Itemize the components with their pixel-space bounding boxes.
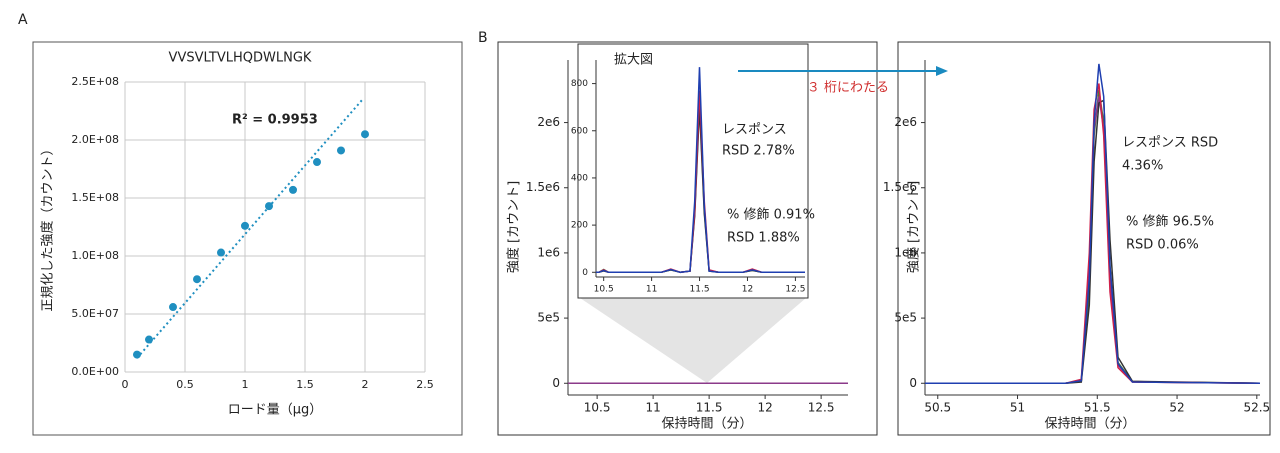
panel-label: A [18, 12, 28, 28]
y-tick-label: 5e5 [894, 311, 917, 325]
y-tick-label: 1.0E+08 [71, 249, 119, 262]
y-tick-label: 5e5 [537, 311, 560, 325]
trace-line [925, 89, 1261, 385]
zoom-funnel [580, 298, 806, 383]
data-point [145, 335, 153, 344]
trendline [136, 98, 364, 359]
y-tick-label: 1.5E+08 [71, 191, 119, 204]
x-tick-label: 11.5 [690, 285, 710, 295]
data-point [241, 221, 249, 230]
arrow-label: ３ 桁にわたる [807, 81, 889, 96]
data-point [361, 130, 369, 139]
x-tick-label: 11 [645, 401, 660, 415]
x-tick-label: 11 [646, 285, 657, 295]
x-tick-label: 51.5 [1084, 401, 1111, 415]
y-tick-label: 1e6 [537, 245, 560, 259]
x-tick-label: 12.5 [785, 285, 805, 295]
panel-b-inset: 拡大図 0 200 400 600 800 10.5 11 11.5 12 12.5 レスポンス RSD… [571, 43, 815, 299]
x-tick-label: 2 [362, 378, 369, 391]
trace-line [925, 63, 1261, 385]
y-tick-label: 2e6 [894, 115, 917, 129]
arrow: ３ 桁にわたる [738, 66, 948, 96]
x-tick-label: 52.5 [1243, 401, 1270, 415]
y-tick-label: 800 [571, 79, 588, 89]
panel-frame [32, 41, 463, 436]
data-point [193, 275, 201, 284]
x-tick-label: 51 [1010, 401, 1025, 415]
y-tick-label: 2.0E+08 [71, 133, 119, 146]
panel-b-main: B 0 5e5 1e6 1.5e6 2e6 10.5 11 11.5 12 12.5 保持時間（分） 強… [478, 30, 878, 436]
data-point [313, 158, 321, 167]
annotation: % 修飾 0.91% [727, 208, 815, 223]
annotation: % 修飾 96.5% [1126, 215, 1214, 230]
annotation: RSD 1.88% [727, 231, 800, 246]
y-tick-label: 0.0E+00 [71, 365, 119, 378]
panel-frame [577, 43, 809, 299]
x-tick-label: 12 [757, 401, 772, 415]
y-axis-label: 正規化した強度（カウント） [40, 142, 56, 311]
annotation: 4.36% [1122, 159, 1163, 174]
y-tick-label: 2.5E+08 [71, 75, 119, 88]
x-tick-label: 52 [1169, 401, 1184, 415]
annotation: RSD 2.78% [722, 144, 795, 159]
chart-title: VVSVLTVLHQDWLNGK [169, 51, 312, 66]
x-tick-label: 10.5 [594, 285, 614, 295]
annotation: R² = 0.9953 [232, 113, 318, 128]
y-tick-label: 600 [571, 126, 588, 136]
x-tick-label: 1.5 [296, 378, 314, 391]
y-axis-label: 強度 [カウント] [506, 181, 522, 273]
x-tick-label: 12.5 [808, 401, 835, 415]
y-tick-label: 2e6 [537, 115, 560, 129]
y-tick-label: 0 [552, 376, 560, 390]
chart-title: 拡大図 [614, 53, 653, 68]
panel-a: A VVSVLTVLHQDWLNGK 0.0E+00 5.0E+07 1.0E+08 1.… [18, 12, 463, 436]
y-tick-label: 0 [582, 268, 588, 278]
x-axis-label: 保持時間（分） [661, 417, 752, 432]
panel-frame [897, 41, 1271, 436]
y-tick-label: 1.5e6 [526, 180, 560, 194]
x-tick-label: 0 [122, 378, 129, 391]
y-tick-label: 200 [571, 221, 588, 231]
panel-frame [497, 41, 878, 436]
annotation: レスポンス RSD [1122, 136, 1218, 151]
trace-line [596, 67, 805, 274]
x-tick-label: 1 [242, 378, 249, 391]
arrow-head [936, 66, 948, 76]
annotation: RSD 0.06% [1126, 238, 1199, 253]
x-tick-label: 50.5 [924, 401, 951, 415]
x-tick-label: 10.5 [584, 401, 611, 415]
y-tick-label: 5.0E+07 [71, 307, 119, 320]
data-point [265, 202, 273, 211]
x-axis-label: ロード量（µg） [228, 403, 323, 418]
y-tick-label: 0 [909, 376, 917, 390]
panel-b-right: 0 5e5 1e6 1.5e6 2e6 50.5 51 51.5 52 52.5 保持時間（分） 強度… [883, 41, 1271, 436]
data-point [169, 303, 177, 312]
y-tick-label: 1e6 [894, 245, 917, 259]
trace-line [925, 83, 1261, 385]
x-axis-label: 保持時間（分） [1044, 417, 1135, 432]
x-tick-label: 11.5 [696, 401, 723, 415]
data-point [217, 248, 225, 257]
x-tick-label: 0.5 [176, 378, 194, 391]
annotation: レスポンス [722, 123, 787, 138]
y-tick-label: 1.5e6 [883, 180, 917, 194]
trace-line [925, 99, 1261, 385]
x-tick-label: 12 [742, 285, 753, 295]
x-tick-label: 2.5 [416, 378, 434, 391]
panel-label: B [478, 30, 488, 46]
data-point [337, 146, 345, 155]
data-point [133, 350, 141, 359]
y-tick-label: 400 [571, 173, 588, 183]
y-axis-label: 強度 [カウント] [906, 181, 922, 273]
data-point [289, 185, 297, 194]
